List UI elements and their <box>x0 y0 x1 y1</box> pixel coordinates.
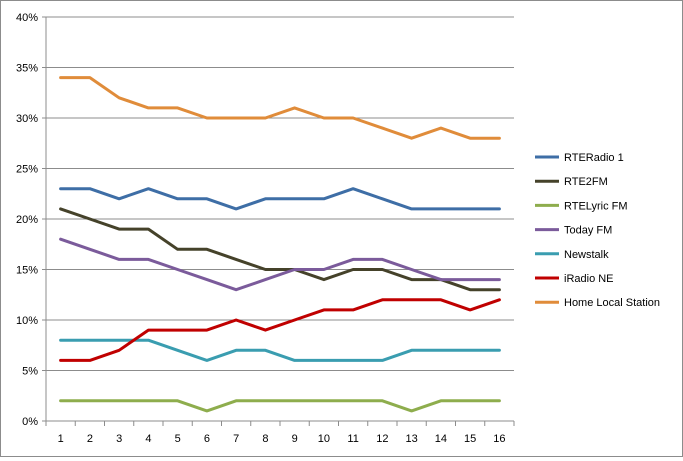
x-tick-label: 4 <box>145 433 151 445</box>
x-tick-label: 9 <box>292 433 298 445</box>
y-tick-label: 35% <box>16 63 38 75</box>
legend-label: RTERadio 1 <box>564 152 624 164</box>
x-tick-label: 11 <box>347 433 358 445</box>
x-axis: 1 2 3 4 5 6 7 8 9 10 11 12 13 14 15 16 <box>45 420 515 445</box>
x-tick-label: 10 <box>318 433 330 445</box>
x-tick-label: 8 <box>262 433 268 445</box>
series-line-home-local-station <box>59 76 501 140</box>
y-tick-label: 5% <box>22 366 38 378</box>
legend: RTERadio 1 RTE2FM RTELyric FM Today FM Newst… <box>535 152 660 309</box>
y-tick-label: 25% <box>16 164 38 176</box>
legend-label: RTELyric FM <box>564 200 628 212</box>
y-tick-label: 0% <box>22 416 38 428</box>
y-tick-label: 10% <box>16 315 38 327</box>
x-tick-label: 3 <box>116 433 122 445</box>
y-tick-label: 15% <box>16 265 38 277</box>
x-tick-label: 1 <box>58 433 64 445</box>
x-tick-label: 2 <box>87 433 93 445</box>
x-tick-label: 5 <box>175 433 181 445</box>
legend-label: iRadio NE <box>564 273 614 285</box>
x-tick-label: 7 <box>233 433 239 445</box>
x-tick-label: 16 <box>493 433 505 445</box>
legend-label: RTE2FM <box>564 176 608 188</box>
legend-label: Today FM <box>564 225 612 237</box>
legend-label: Home Local Station <box>564 297 660 309</box>
series-lines <box>59 76 501 413</box>
x-tick-label: 14 <box>435 433 447 445</box>
y-tick-label: 40% <box>16 12 38 24</box>
series-line-rteradio-1 <box>59 187 501 211</box>
y-tick-label: 30% <box>16 113 38 125</box>
legend-label: Newstalk <box>564 249 609 261</box>
series-line-newstalk <box>59 338 501 362</box>
series-line-rte2fm <box>59 207 501 292</box>
x-tick-label: 15 <box>464 433 476 445</box>
x-tick-label: 13 <box>406 433 418 445</box>
series-line-today-fm <box>59 237 501 292</box>
x-tick-label: 6 <box>204 433 210 445</box>
y-tick-label: 20% <box>16 214 38 226</box>
series-line-rtelyric-fm <box>59 399 501 413</box>
gridlines <box>46 16 514 422</box>
series-line-iradio-ne <box>59 298 501 362</box>
y-axis: 0% 5% 10% 15% 20% 25% 30% 35% 40% <box>16 12 47 428</box>
x-tick-label: 12 <box>376 433 388 445</box>
